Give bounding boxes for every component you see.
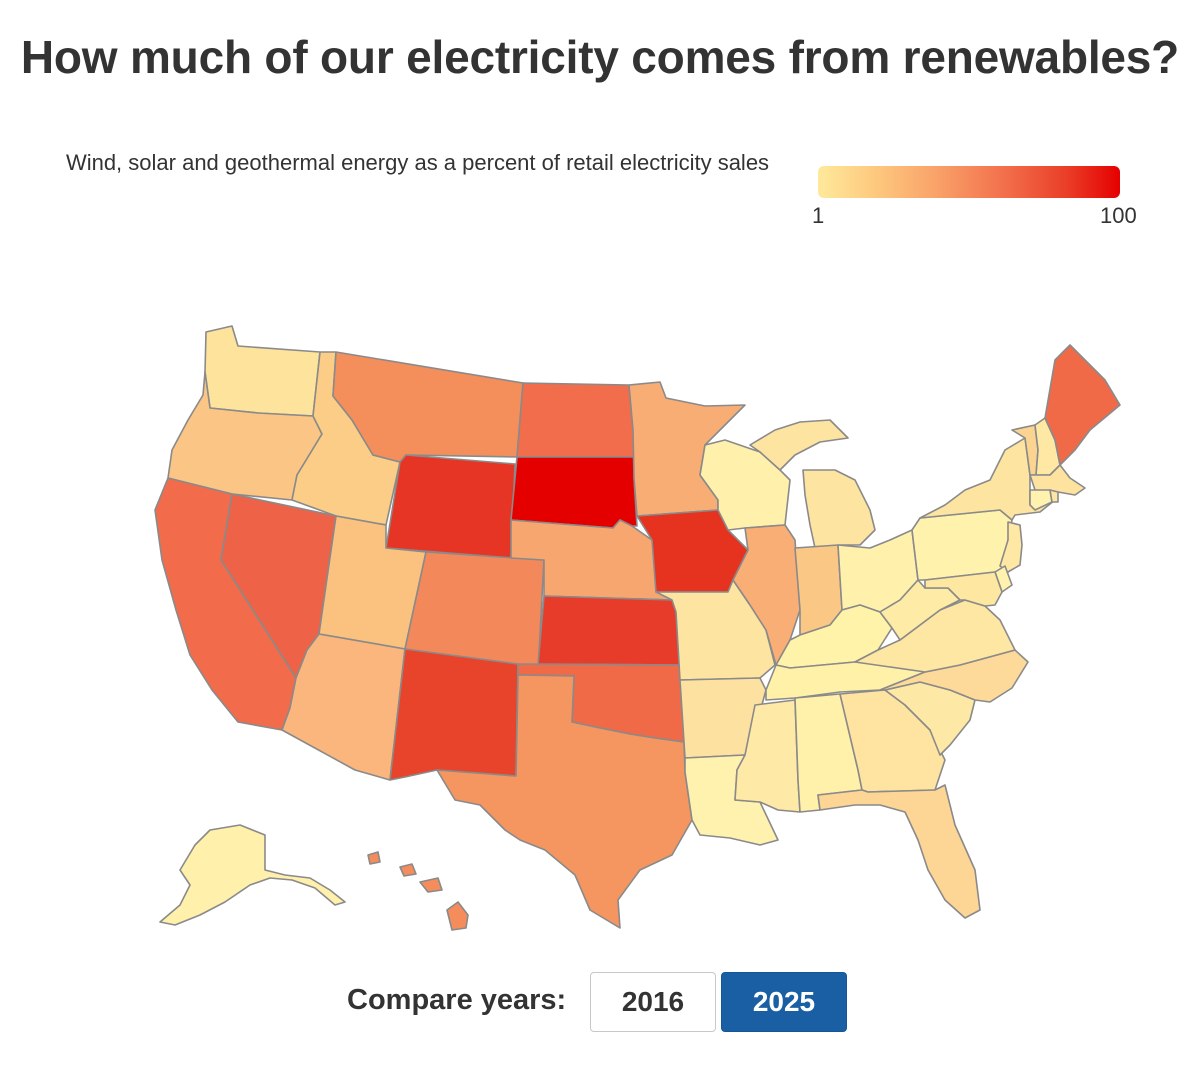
state-hi-kauai[interactable] xyxy=(367,851,381,865)
state-ak[interactable] xyxy=(159,824,346,926)
state-mi[interactable] xyxy=(802,469,876,549)
year-2016-button[interactable]: 2016 xyxy=(590,972,716,1032)
state-pa[interactable] xyxy=(911,509,1013,581)
legend-min-label: 1 xyxy=(812,203,825,228)
color-scale-legend xyxy=(818,166,1120,198)
state-ri[interactable] xyxy=(1049,489,1059,503)
state-sd[interactable] xyxy=(510,456,638,529)
compare-years-label: Compare years: xyxy=(347,984,567,1016)
state-nj[interactable] xyxy=(999,521,1023,573)
state-tx[interactable] xyxy=(436,674,693,929)
state-nd[interactable] xyxy=(516,382,636,458)
state-hi[interactable] xyxy=(446,901,469,931)
map-subtitle: Wind, solar and geothermal energy as a p… xyxy=(65,150,770,175)
legend-max-label: 100 xyxy=(1100,203,1137,228)
state-wy[interactable] xyxy=(385,454,516,559)
state-me[interactable] xyxy=(1044,344,1121,466)
state-mi-up[interactable] xyxy=(749,419,849,471)
state-fl[interactable] xyxy=(817,784,981,919)
page-title: How much of our electricity comes from r… xyxy=(20,31,1180,83)
state-ct[interactable] xyxy=(1029,489,1053,511)
state-md[interactable] xyxy=(924,571,1003,607)
us-choropleth-map xyxy=(154,325,1121,931)
state-nm[interactable] xyxy=(389,648,519,781)
state-hi-maui[interactable] xyxy=(419,877,443,893)
state-wa[interactable] xyxy=(204,325,321,417)
state-hi-oahu[interactable] xyxy=(399,863,417,877)
state-ks[interactable] xyxy=(537,595,681,666)
year-2025-button[interactable]: 2025 xyxy=(721,972,847,1032)
state-mo[interactable] xyxy=(655,579,776,681)
